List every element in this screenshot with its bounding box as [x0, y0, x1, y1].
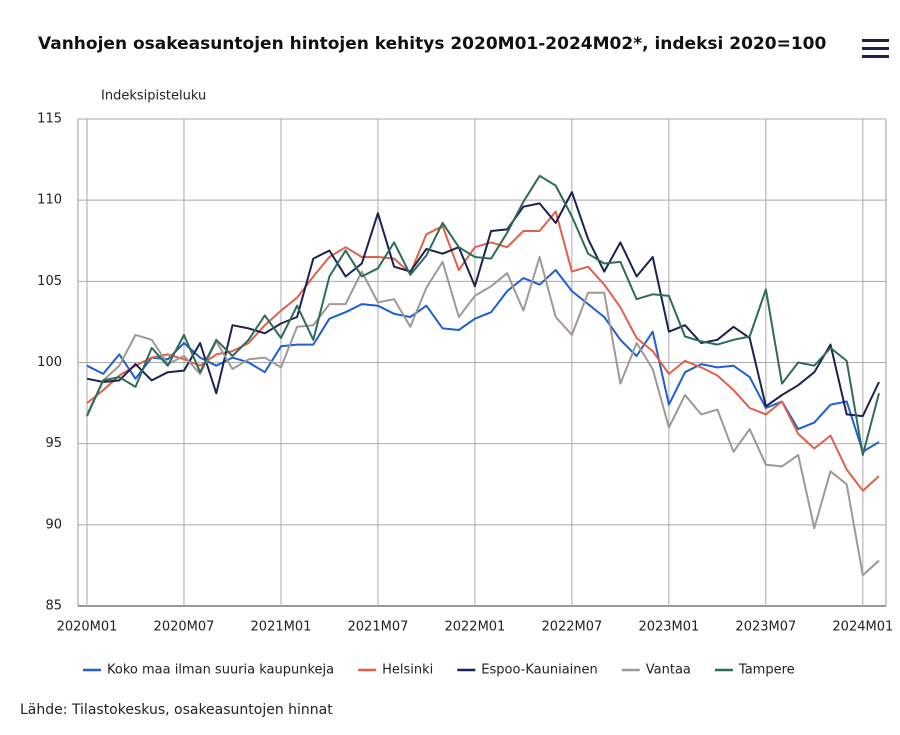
series-line	[86, 210, 880, 492]
legend-item: Espoo-Kauniainen	[457, 663, 598, 678]
x-tick-label: 2023M01	[638, 620, 699, 635]
x-tick-label: 2022M07	[541, 620, 602, 635]
x-tick-label: 2020M01	[57, 620, 118, 635]
y-tick-label: 90	[45, 517, 62, 532]
menu-bar	[862, 39, 889, 42]
legend-label: Tampere	[738, 663, 795, 678]
legend-item: Vantaa	[621, 663, 691, 678]
series-line	[86, 174, 880, 456]
y-tick-label: 85	[45, 599, 62, 614]
y-axis-label: Indeksipisteluku	[101, 89, 206, 104]
series-line	[86, 269, 880, 453]
legend-item: Koko maa ilman suuria kaupunkeja	[83, 663, 334, 678]
chart-title: Vanhojen osakeasuntojen hintojen kehitys…	[38, 34, 826, 54]
x-tick-label: 2021M01	[251, 620, 312, 635]
menu-button[interactable]	[860, 37, 890, 63]
series-line	[86, 256, 880, 577]
legend-item: Helsinki	[358, 663, 433, 678]
y-tick-label: 110	[37, 193, 62, 208]
x-tick-label: 2020M07	[154, 620, 215, 635]
y-tick-label: 100	[37, 355, 62, 370]
y-tick-label: 105	[37, 274, 62, 289]
x-tick-label: 2022M01	[444, 620, 505, 635]
x-tick-label: 2021M07	[348, 620, 409, 635]
legend-label: Vantaa	[646, 663, 691, 678]
legend-label: Helsinki	[382, 663, 433, 678]
menu-bar	[862, 47, 889, 50]
legend-label: Espoo-Kauniainen	[481, 663, 598, 678]
y-tick-label: 95	[45, 436, 62, 451]
x-tick-label: 2024M01	[832, 620, 893, 635]
x-tick-label: 2023M07	[735, 620, 796, 635]
legend-item: Tampere	[714, 663, 795, 678]
y-tick-label: 115	[37, 112, 62, 127]
source: Lähde: Tilastokeskus, osakeasuntojen hin…	[20, 702, 333, 718]
menu-bar	[862, 55, 889, 58]
legend-label: Koko maa ilman suuria kaupunkeja	[107, 663, 334, 678]
